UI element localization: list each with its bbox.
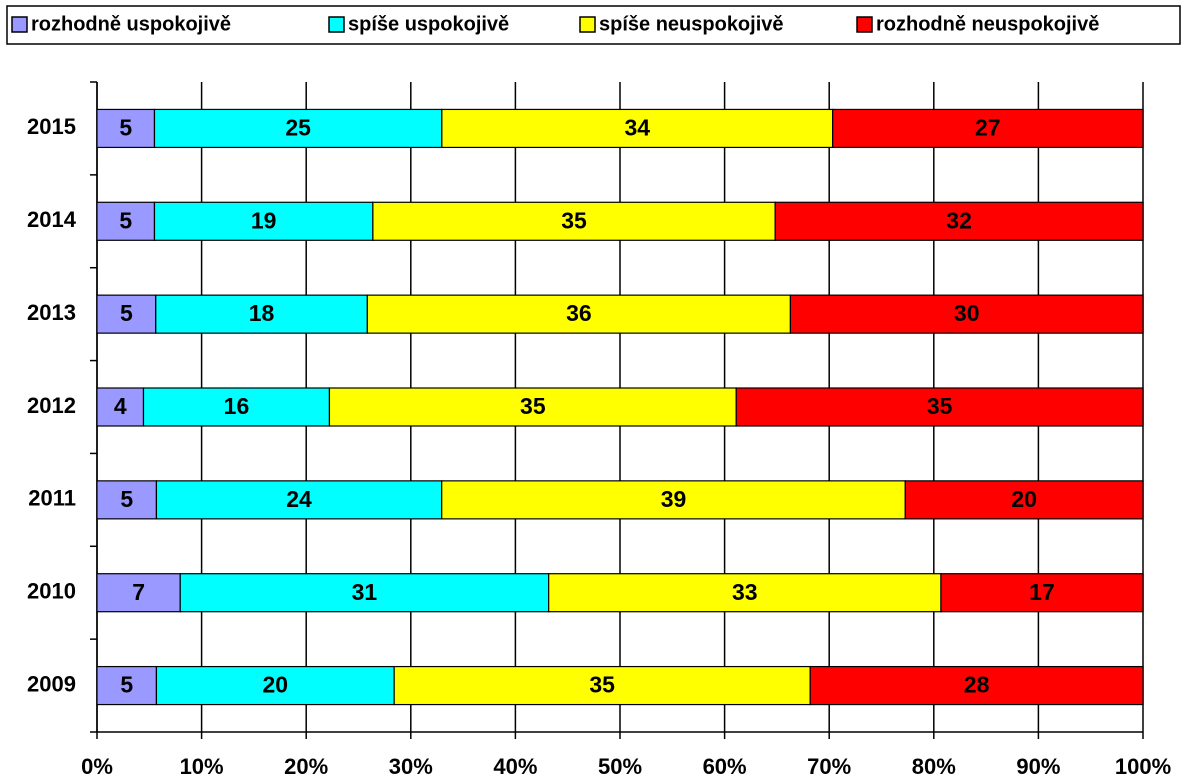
- data-label: 35: [927, 393, 953, 419]
- data-label: 5: [120, 486, 133, 512]
- legend-label: spíše uspokojivě: [348, 13, 509, 35]
- x-tick-label: 70%: [807, 754, 851, 778]
- bar-segment: [940, 573, 1144, 613]
- y-tick-label: 2010: [27, 579, 76, 604]
- data-label: 20: [1011, 486, 1037, 512]
- bar-segment: [155, 665, 395, 706]
- data-label: 34: [624, 115, 650, 141]
- data-label: 31: [352, 579, 378, 605]
- legend-swatch: [579, 16, 596, 33]
- bar-segment: [153, 201, 374, 241]
- bar-segment: [366, 294, 792, 334]
- bar-segment: [548, 573, 942, 613]
- bar-segment: [441, 108, 834, 149]
- data-label: 5: [119, 207, 132, 233]
- x-tick-label: 60%: [703, 754, 747, 778]
- legend-label: rozhodně neuspokojivě: [876, 13, 1099, 35]
- bar-segment: [328, 387, 737, 427]
- data-label: 33: [732, 579, 758, 605]
- bar-segment: [153, 108, 443, 149]
- bar-segment: [832, 108, 1144, 149]
- legend-frame: [6, 5, 1181, 45]
- x-tick-label: 90%: [1016, 754, 1060, 778]
- legend-label: spíše neuspokojivě: [599, 13, 784, 35]
- bar-segment: [904, 480, 1144, 520]
- data-label: 35: [561, 207, 587, 233]
- bar-segment: [96, 201, 156, 241]
- x-tick-label: 20%: [284, 754, 328, 778]
- data-label: 27: [975, 115, 1001, 141]
- bar-segment: [96, 108, 156, 149]
- bar-segment: [96, 294, 157, 334]
- legend-label: rozhodně uspokojivě: [31, 13, 231, 35]
- data-label: 25: [285, 115, 311, 141]
- data-label: 35: [520, 393, 546, 419]
- y-tick-label: 2013: [27, 300, 76, 325]
- bar-segment: [809, 665, 1144, 706]
- x-tick-label: 100%: [1115, 754, 1171, 778]
- bar-segment: [179, 573, 550, 613]
- bar-segment: [96, 480, 158, 520]
- bar-segment: [735, 387, 1144, 427]
- data-label: 5: [120, 672, 133, 698]
- data-label: 18: [249, 300, 275, 326]
- data-label: 39: [661, 486, 687, 512]
- data-label: 5: [120, 300, 133, 326]
- data-label: 5: [119, 115, 132, 141]
- x-tick-label: 0%: [81, 754, 113, 778]
- y-tick-label: 2009: [27, 671, 76, 696]
- data-label: 24: [286, 486, 312, 512]
- bar-segment: [142, 387, 331, 427]
- data-label: 7: [132, 579, 145, 605]
- data-label: 36: [566, 300, 592, 326]
- data-label: 30: [954, 300, 980, 326]
- data-label: 20: [262, 672, 288, 698]
- bar-segment: [372, 201, 776, 241]
- y-tick-label: 2012: [27, 393, 76, 418]
- legend-swatch: [11, 16, 28, 33]
- bar-segment: [789, 294, 1144, 334]
- data-label: 17: [1029, 579, 1055, 605]
- bar-segment: [155, 480, 443, 520]
- data-label: 28: [964, 672, 990, 698]
- y-tick-label: 2015: [27, 114, 76, 139]
- x-tick-label: 30%: [389, 754, 433, 778]
- data-label: 19: [251, 207, 277, 233]
- x-tick-label: 80%: [912, 754, 956, 778]
- data-label: 16: [224, 393, 250, 419]
- x-tick-label: 40%: [493, 754, 537, 778]
- x-tick-label: 10%: [180, 754, 224, 778]
- y-tick-label: 2014: [27, 207, 77, 232]
- bar-segment: [441, 480, 906, 520]
- bar-segment: [774, 201, 1144, 241]
- data-label: 35: [589, 672, 615, 698]
- bar-segment: [155, 294, 368, 334]
- y-tick-label: 2011: [28, 486, 76, 511]
- data-label: 4: [114, 393, 127, 419]
- x-tick-label: 50%: [598, 754, 642, 778]
- legend-swatch: [328, 16, 345, 33]
- legend-swatch: [856, 16, 873, 33]
- data-label: 32: [946, 207, 972, 233]
